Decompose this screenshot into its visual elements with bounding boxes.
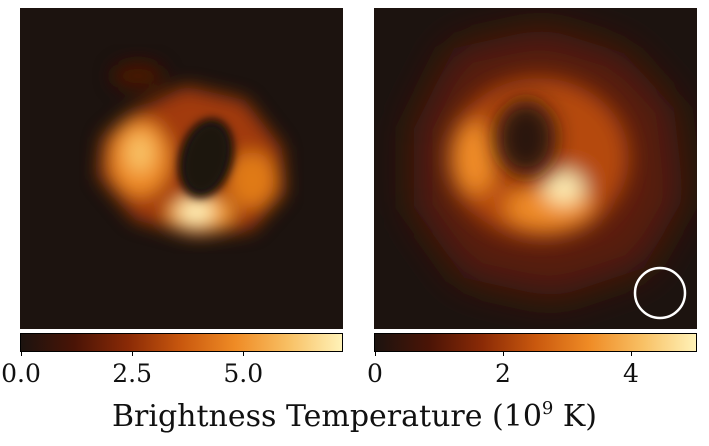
left-ring-svg [20,8,343,329]
right-brightness-image [374,8,697,329]
left-colorbar-tick-mark [243,351,245,356]
right-colorbar-tick-mark [631,351,632,356]
right-colorbar-tick-label: 0 [367,359,383,388]
colorbar-label: Brightness Temperature (109 K) [0,399,709,435]
colorbar-label-suffix: K) [553,399,598,434]
left-colorbar-tick-label: 5.0 [223,359,264,388]
right-colorbar-tick-mark [375,351,376,356]
right-bright-left [452,122,496,194]
left-colorbar [20,333,343,352]
colorbar-label-prefix: Brightness Temperature (10 [111,399,542,434]
right-colorbar-tick-label: 4 [623,359,639,388]
right-colorbar-tick-label: 2 [495,359,511,388]
beam-circle [633,266,687,320]
left-colorbar-tick-mark [21,351,22,356]
colorbar-label-exponent: 9 [541,398,554,419]
right-colorbar [374,333,697,352]
left-hotspot [178,200,214,224]
left-colorbar-tick-mark [132,351,134,356]
right-hotspot [544,172,584,204]
right-shadow [496,100,556,176]
left-bright-right [228,152,276,208]
left-faint-blob [112,62,164,90]
left-brightness-image [20,8,343,329]
right-colorbar-tick-mark [503,351,504,356]
right-ring-svg [374,8,697,329]
left-shadow [182,122,230,194]
left-colorbar-tick-label: 2.5 [112,359,152,388]
left-colorbar-tick-label: 0.0 [1,359,41,388]
left-hotspot-2 [126,133,154,173]
